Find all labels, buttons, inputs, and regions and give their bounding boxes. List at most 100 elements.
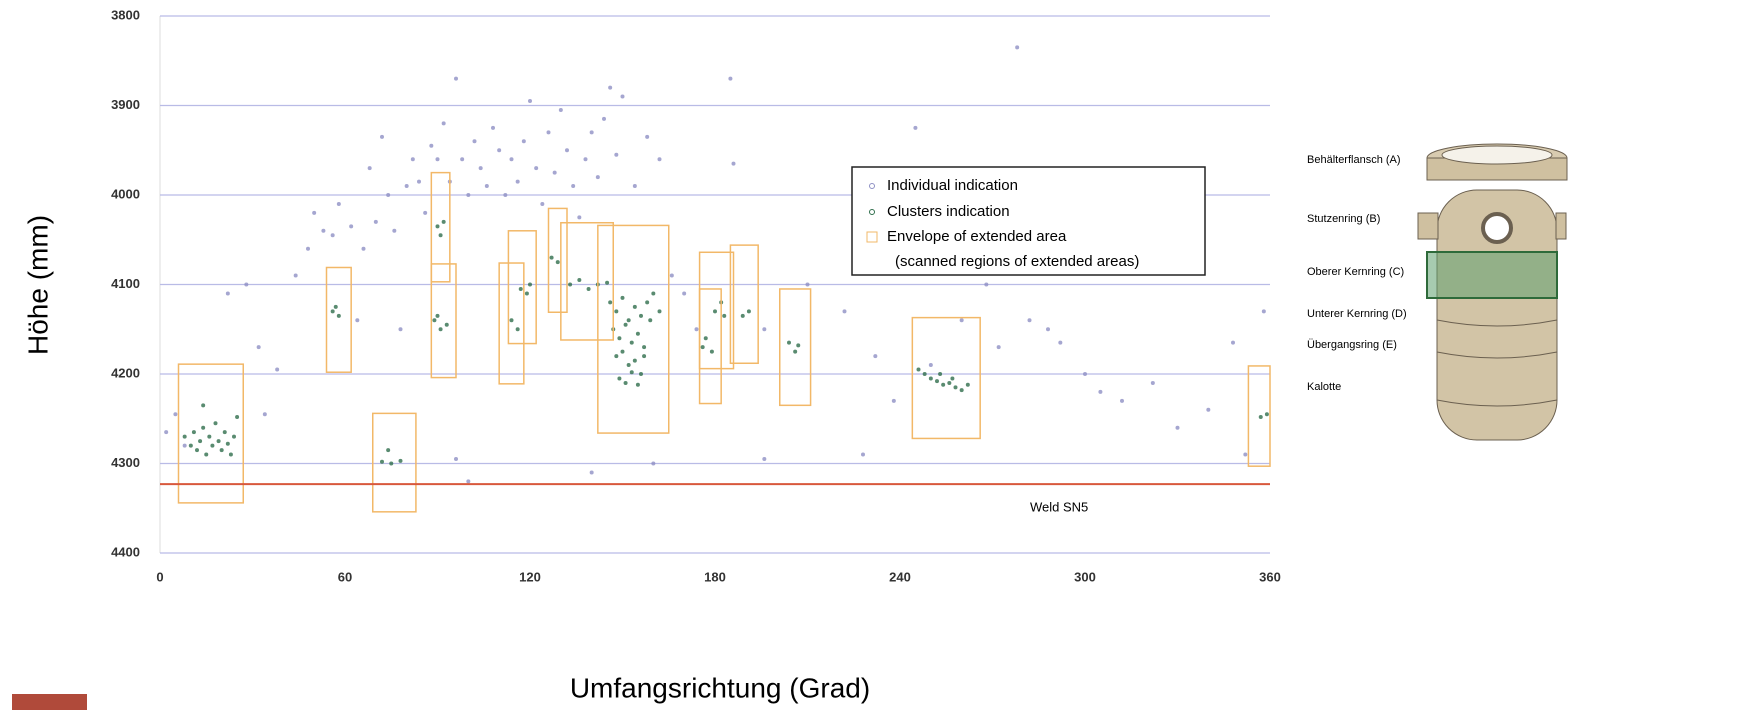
point — [639, 314, 643, 318]
point — [454, 77, 458, 81]
point — [950, 376, 954, 380]
point — [534, 166, 538, 170]
point — [432, 318, 436, 322]
point — [183, 444, 187, 448]
point — [1120, 399, 1124, 403]
point — [244, 283, 248, 287]
point — [947, 381, 951, 385]
point — [627, 363, 631, 367]
legend-label: Individual indication — [887, 177, 1018, 194]
point — [226, 291, 230, 295]
diagram-label: Kalotte — [1307, 381, 1341, 393]
diagram-label: Stutzenring (B) — [1307, 213, 1380, 225]
point — [577, 215, 581, 219]
point — [590, 470, 594, 474]
point — [334, 305, 338, 309]
point — [728, 77, 732, 81]
y-tick-label: 4000 — [111, 186, 140, 201]
point — [614, 309, 618, 313]
point — [331, 233, 335, 237]
point — [873, 354, 877, 358]
point — [392, 229, 396, 233]
point — [380, 460, 384, 464]
point — [226, 442, 230, 446]
point — [960, 318, 964, 322]
point — [528, 283, 532, 287]
point — [460, 157, 464, 161]
point — [380, 135, 384, 139]
point — [466, 479, 470, 483]
legend: Individual indication Clusters indicatio… — [852, 167, 1205, 275]
point — [929, 363, 933, 367]
y-tick-label: 4100 — [111, 276, 140, 291]
point — [596, 175, 600, 179]
y-tick-label: 3900 — [111, 97, 140, 112]
point — [439, 327, 443, 331]
point — [966, 383, 970, 387]
point — [528, 99, 532, 103]
point — [405, 184, 409, 188]
point — [806, 283, 810, 287]
point — [651, 462, 655, 466]
point — [386, 193, 390, 197]
point — [436, 224, 440, 228]
point — [173, 412, 177, 416]
point — [510, 318, 514, 322]
point — [617, 376, 621, 380]
point — [306, 247, 310, 251]
point — [1262, 309, 1266, 313]
weld-label: Weld SN5 — [1030, 500, 1088, 515]
y-tick-label: 3800 — [111, 7, 140, 22]
point — [605, 281, 609, 285]
point — [491, 126, 495, 130]
legend-label: Envelope of extended area — [887, 228, 1067, 245]
point — [229, 453, 233, 457]
point — [633, 184, 637, 188]
point — [658, 309, 662, 313]
point — [954, 385, 958, 389]
point — [485, 184, 489, 188]
point — [1243, 453, 1247, 457]
diagram-labels: Behälterflansch (A)Stutzenring (B)Oberer… — [1307, 154, 1407, 393]
point — [201, 403, 205, 407]
point — [540, 202, 544, 206]
point — [633, 305, 637, 309]
point — [389, 462, 393, 466]
point — [1265, 412, 1269, 416]
point — [621, 296, 625, 300]
point — [399, 327, 403, 331]
point — [639, 372, 643, 376]
point — [935, 379, 939, 383]
point — [220, 448, 224, 452]
point — [516, 327, 520, 331]
x-tick-label: 0 — [156, 569, 163, 584]
point — [235, 415, 239, 419]
point — [263, 412, 267, 416]
point — [648, 318, 652, 322]
point — [362, 247, 366, 251]
envelope — [508, 231, 536, 344]
point — [445, 323, 449, 327]
footer-tab — [12, 694, 87, 710]
nozzle-left — [1418, 213, 1438, 239]
point — [192, 430, 196, 434]
point — [630, 341, 634, 345]
point — [522, 139, 526, 143]
point — [1151, 381, 1155, 385]
point — [617, 336, 621, 340]
point — [519, 287, 523, 291]
envelope — [179, 364, 244, 503]
point — [741, 314, 745, 318]
point — [701, 345, 705, 349]
envelope — [598, 225, 669, 433]
point — [294, 274, 298, 278]
point — [929, 376, 933, 380]
point — [584, 157, 588, 161]
point — [710, 350, 714, 354]
point — [923, 372, 927, 376]
point — [201, 426, 205, 430]
point — [510, 157, 514, 161]
point — [1028, 318, 1032, 322]
point — [602, 117, 606, 121]
x-axis-title: Umfangsrichtung (Grad) — [570, 672, 870, 703]
